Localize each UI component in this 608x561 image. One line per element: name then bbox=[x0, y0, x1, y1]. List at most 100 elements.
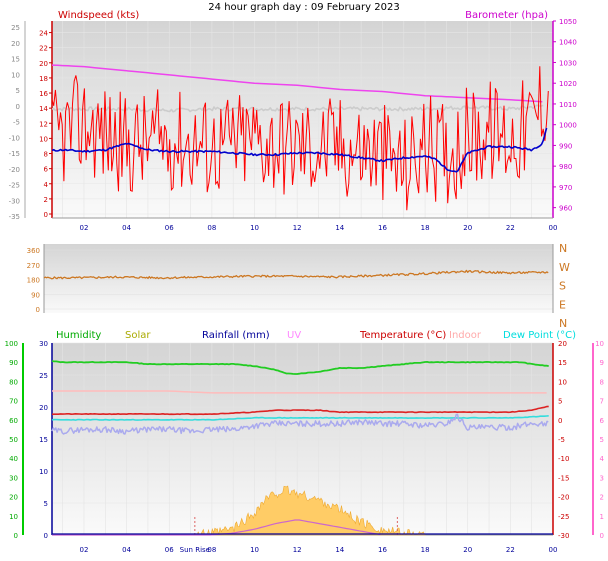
temp-tick-label: 5 bbox=[16, 87, 20, 95]
wind-tick-label: 24 bbox=[39, 30, 48, 38]
sunrise-label: Sun Rise bbox=[180, 546, 210, 554]
temp-tick-label: -10 bbox=[9, 134, 20, 142]
temp-tick-label: 15 bbox=[11, 56, 20, 64]
wind-tick-label: 18 bbox=[39, 75, 48, 83]
rain-tick-label: 25 bbox=[39, 372, 48, 380]
dir-tick-label: 0 bbox=[36, 306, 40, 314]
series-grey bbox=[51, 104, 544, 113]
baro-tick-label: 1050 bbox=[559, 18, 577, 26]
rain-tick-label: 5 bbox=[44, 500, 48, 508]
uv-tick-label: 9 bbox=[600, 359, 604, 367]
rain-tick-label: 0 bbox=[44, 532, 48, 540]
compass-label: W bbox=[559, 261, 570, 274]
wind-tick-label: 10 bbox=[39, 135, 48, 143]
compass-label: S bbox=[559, 280, 566, 293]
humidity-tick-label: 20 bbox=[9, 494, 18, 502]
temp-tick-label: 0 bbox=[16, 103, 20, 111]
rain-tick-label: 20 bbox=[39, 404, 48, 412]
wind-tick-label: 8 bbox=[44, 151, 48, 159]
compass-label: N bbox=[559, 317, 567, 330]
x-tick-label: 16 bbox=[378, 224, 387, 232]
x-tick-label: 14 bbox=[335, 546, 344, 554]
baro-tick-label: 960 bbox=[559, 205, 572, 213]
x-tick-label: 20 bbox=[463, 224, 472, 232]
uv-tick-label: 6 bbox=[600, 417, 605, 425]
temp-tick-label: -30 bbox=[9, 197, 20, 205]
rain-tick-label: 15 bbox=[39, 436, 48, 444]
humidity-tick-label: 90 bbox=[9, 359, 18, 367]
x-tick-label: 06 bbox=[165, 224, 174, 232]
humidity-tick-label: 40 bbox=[9, 455, 18, 463]
x-tick-label: 22 bbox=[506, 546, 515, 554]
x-tick-label: 10 bbox=[250, 224, 259, 232]
wind-tick-label: 4 bbox=[44, 181, 49, 189]
temp-tick-label: 20 bbox=[11, 40, 20, 48]
temp-tick-label: -30 bbox=[558, 532, 569, 540]
dir-tick-label: 90 bbox=[31, 291, 40, 299]
humidity-tick-label: 70 bbox=[9, 398, 18, 406]
temp-tick-label: -20 bbox=[9, 166, 20, 174]
compass-label: N bbox=[559, 242, 567, 255]
x-tick-label: 10 bbox=[250, 546, 259, 554]
legend-6: Dew Point (°C) bbox=[503, 330, 576, 341]
x-tick-label: 08 bbox=[207, 546, 216, 554]
x-tick-label: 12 bbox=[293, 224, 302, 232]
legend-3: UV bbox=[287, 330, 301, 341]
series-dewpoint bbox=[51, 415, 549, 421]
wind-tick-label: 2 bbox=[44, 196, 48, 204]
x-tick-label: 16 bbox=[378, 546, 387, 554]
series-solar bbox=[190, 485, 427, 536]
series-lavender bbox=[51, 413, 549, 435]
legend-4: Temperature (°C) bbox=[359, 330, 446, 341]
series-barometer bbox=[51, 64, 543, 103]
x-tick-label: 14 bbox=[335, 224, 344, 232]
uv-tick-label: 2 bbox=[600, 494, 604, 502]
wind-tick-label: 20 bbox=[39, 60, 48, 68]
dir-tick-label: 360 bbox=[27, 247, 40, 255]
temp-tick-label: 15 bbox=[558, 359, 567, 367]
baro-tick-label: 1000 bbox=[559, 122, 577, 130]
legend-2: Rainfall (mm) bbox=[202, 330, 270, 341]
temp-tick-label: 10 bbox=[558, 378, 567, 386]
series-indoor bbox=[52, 390, 547, 394]
wind-tick-label: 6 bbox=[44, 166, 49, 174]
x-tick-label: 06 bbox=[165, 546, 174, 554]
legend-0: Humidity bbox=[56, 330, 101, 341]
compass-label: E bbox=[559, 298, 566, 311]
uv-tick-label: 5 bbox=[600, 436, 604, 444]
uv-tick-label: 0 bbox=[600, 532, 604, 540]
plot-area bbox=[44, 244, 553, 313]
series-blue bbox=[51, 127, 548, 173]
temp-tick-label: -25 bbox=[558, 513, 569, 521]
wind-tick-label: 14 bbox=[39, 105, 48, 113]
x-tick-label: 18 bbox=[421, 546, 430, 554]
temp-tick-label: -15 bbox=[558, 474, 569, 482]
temp-tick-label: -5 bbox=[13, 119, 20, 127]
wind-tick-label: 0 bbox=[44, 211, 48, 219]
humidity-tick-label: 100 bbox=[5, 340, 18, 348]
baro-tick-label: 990 bbox=[559, 142, 572, 150]
humidity-tick-label: 60 bbox=[9, 417, 18, 425]
x-tick-label: 12 bbox=[293, 546, 302, 554]
x-tick-label: 00 bbox=[549, 224, 558, 232]
x-tick-label: 04 bbox=[122, 224, 131, 232]
series-wind-direction bbox=[43, 269, 549, 280]
temp-tick-label: -25 bbox=[9, 182, 20, 190]
wind-tick-label: 16 bbox=[39, 90, 48, 98]
legend-windspeed: Windspeed (kts) bbox=[58, 10, 139, 21]
humidity-tick-label: 30 bbox=[9, 474, 18, 482]
wind-tick-label: 22 bbox=[39, 45, 48, 53]
legend-5: Indoor bbox=[449, 330, 482, 341]
series-humidity bbox=[51, 360, 549, 375]
baro-tick-label: 1030 bbox=[559, 59, 577, 67]
temp-tick-label: -5 bbox=[558, 436, 565, 444]
temp-tick-label: -10 bbox=[558, 455, 569, 463]
temp-tick-label: 5 bbox=[558, 398, 562, 406]
series-temperature bbox=[51, 405, 549, 416]
x-tick-label: 08 bbox=[207, 224, 216, 232]
baro-tick-label: 1040 bbox=[559, 39, 577, 47]
temp-tick-label: 25 bbox=[11, 24, 20, 32]
baro-tick-label: 970 bbox=[559, 184, 572, 192]
